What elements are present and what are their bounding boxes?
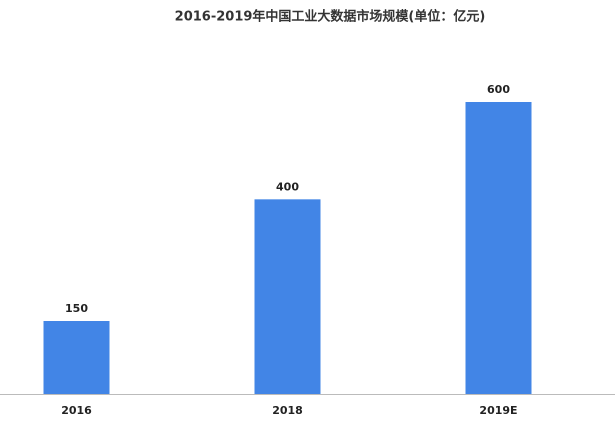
data-label: 400	[276, 180, 299, 193]
data-label: 150	[65, 302, 88, 315]
data-label: 600	[487, 83, 510, 96]
x-tick-label: 2018	[272, 404, 303, 417]
bar	[465, 102, 532, 394]
x-tick-label: 2019E	[479, 404, 517, 417]
x-tick-label: 2016	[61, 404, 92, 417]
bar	[254, 199, 321, 394]
chart-title: 2016-2019年中国工业大数据市场规模(单位：亿元)	[175, 9, 486, 25]
bar	[43, 321, 110, 394]
